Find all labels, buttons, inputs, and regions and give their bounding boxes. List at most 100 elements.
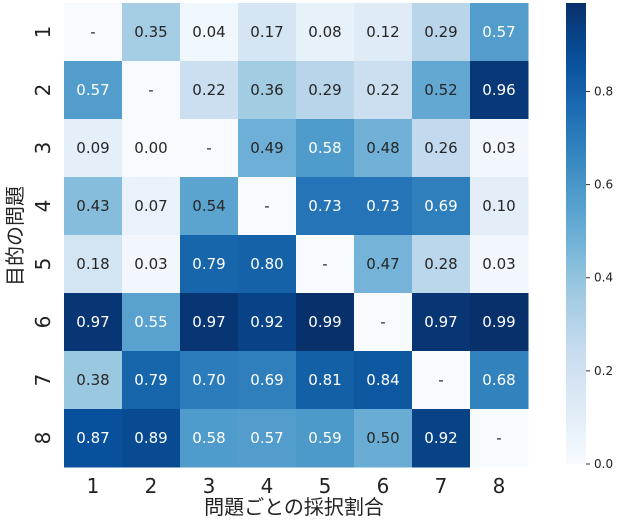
- heatmap-cell: [296, 177, 355, 236]
- heatmap-cell: [64, 235, 123, 294]
- heatmap-cell: [122, 293, 181, 352]
- cell-value-label: 0.03: [134, 255, 167, 273]
- heatmap-cell: [470, 3, 529, 62]
- cell-value-label: -: [322, 255, 327, 273]
- cell-value-label: 0.48: [366, 139, 399, 157]
- heatmap-cell: [238, 293, 297, 352]
- cell-value-label: 0.04: [192, 23, 225, 41]
- heatmap-cell: [354, 351, 413, 410]
- heatmap-cell: [354, 235, 413, 294]
- heatmap-cell: [64, 61, 123, 120]
- heatmap-cell: [64, 351, 123, 410]
- cell-value-label: 0.03: [482, 139, 515, 157]
- heatmap-cell: [470, 351, 529, 410]
- cell-value-label: -: [206, 139, 211, 157]
- cell-value-label: 0.99: [482, 313, 515, 331]
- cell-value-label: 0.52: [424, 81, 457, 99]
- heatmap-cell: [64, 293, 123, 352]
- cell-value-label: 0.79: [192, 255, 225, 273]
- cell-value-label: -: [148, 81, 153, 99]
- cell-value-label: 0.36: [250, 81, 283, 99]
- colorbar-tick-label: 0.8: [594, 84, 613, 98]
- heatmap-cell: [470, 61, 529, 120]
- heatmap-cell: [296, 119, 355, 178]
- heatmap-cell: [180, 177, 239, 236]
- heatmap-cell: [238, 351, 297, 410]
- y-tick-label: 7: [31, 374, 55, 387]
- cell-value-label: 0.22: [192, 81, 225, 99]
- x-tick-label: 2: [145, 474, 158, 498]
- cell-value-label: 0.18: [76, 255, 109, 273]
- x-axis-label: 問題ごとの採択割合: [204, 495, 384, 519]
- heatmap-cell: [238, 61, 297, 120]
- cell-value-label: -: [90, 23, 95, 41]
- cell-value-label: -: [264, 197, 269, 215]
- cell-value-label: 0.92: [250, 313, 283, 331]
- heatmap-cell: [64, 3, 123, 62]
- cell-value-label: 0.87: [76, 429, 109, 447]
- heatmap-cell: [354, 3, 413, 62]
- x-tick-label: 3: [203, 474, 216, 498]
- heatmap-cell: [296, 235, 355, 294]
- heatmap-cell: [180, 351, 239, 410]
- cell-value-label: 0.28: [424, 255, 457, 273]
- x-tick-label: 5: [319, 474, 332, 498]
- heatmap-cell: [296, 3, 355, 62]
- heatmap-cell: [412, 61, 471, 120]
- cell-value-label: 0.96: [482, 81, 515, 99]
- cell-value-label: 0.58: [192, 429, 225, 447]
- y-axis-label: 目的の問題: [3, 186, 27, 286]
- heatmap-cell: [238, 409, 297, 468]
- heatmap-cell: [122, 3, 181, 62]
- heatmap-cell: [296, 61, 355, 120]
- x-tick-label: 4: [261, 474, 274, 498]
- cell-value-label: 0.69: [424, 197, 457, 215]
- y-tick-label: 3: [31, 142, 55, 155]
- heatmap-cell: [470, 235, 529, 294]
- cell-value-label: 0.69: [250, 371, 283, 389]
- heatmap-cell: [412, 293, 471, 352]
- cell-value-label: -: [380, 313, 385, 331]
- cell-value-label: 0.12: [366, 23, 399, 41]
- heatmap-cell: [238, 3, 297, 62]
- heatmap-cells: - 0.35 0.04 0.17 0.08 0.12 0.29 0.57 0.57 - 0.22 0.…: [64, 3, 529, 468]
- colorbar: 0.0 0.2 0.4 0.6 0.8: [566, 3, 613, 471]
- cell-value-label: 0.70: [192, 371, 225, 389]
- heatmap-cell: [64, 119, 123, 178]
- cell-value-label: 0.97: [192, 313, 225, 331]
- colorbar-gradient: [566, 3, 586, 464]
- y-tick-label: 1: [31, 26, 55, 39]
- heatmap-cell: [470, 177, 529, 236]
- heatmap-cell: [412, 409, 471, 468]
- heatmap-cell: [470, 293, 529, 352]
- cell-value-label: 0.89: [134, 429, 167, 447]
- cell-value-label: 0.84: [366, 371, 399, 389]
- colorbar-tick-label: 0.2: [594, 364, 613, 378]
- cell-value-label: 0.03: [482, 255, 515, 273]
- cell-value-label: 0.26: [424, 139, 457, 157]
- heatmap-cell: [354, 409, 413, 468]
- y-tick-label: 8: [31, 432, 55, 445]
- heatmap-cell: [296, 351, 355, 410]
- heatmap-cell: [412, 351, 471, 410]
- cell-value-label: 0.08: [308, 23, 341, 41]
- cell-value-label: 0.59: [308, 429, 341, 447]
- heatmap-cell: [470, 119, 529, 178]
- cell-value-label: 0.57: [76, 81, 109, 99]
- y-tick-label: 5: [31, 258, 55, 271]
- heatmap-cell: [122, 235, 181, 294]
- heatmap-cell: [180, 293, 239, 352]
- cell-value-label: 0.07: [134, 197, 167, 215]
- x-tick-labels: 1 2 3 4 5 6 7 8: [87, 474, 506, 498]
- heatmap-cell: [122, 119, 181, 178]
- cell-value-label: 0.38: [76, 371, 109, 389]
- cell-value-label: 0.35: [134, 23, 167, 41]
- cell-value-label: 0.00: [134, 139, 167, 157]
- x-tick-label: 8: [493, 474, 506, 498]
- heatmap-cell: [354, 61, 413, 120]
- cell-value-label: 0.57: [482, 23, 515, 41]
- colorbar-tick-label: 0.0: [594, 457, 613, 471]
- cell-value-label: 0.29: [308, 81, 341, 99]
- cell-value-label: 0.68: [482, 371, 515, 389]
- cell-value-label: 0.55: [134, 313, 167, 331]
